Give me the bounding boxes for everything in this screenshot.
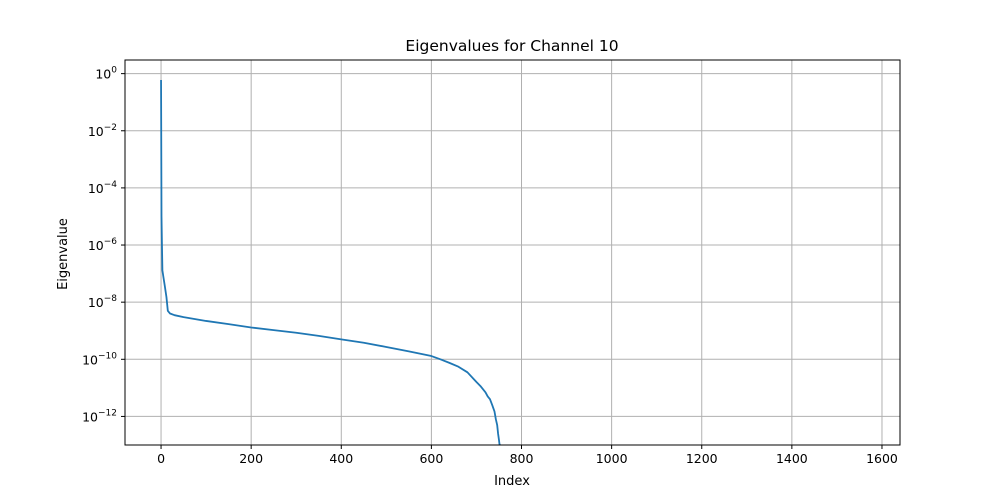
- y-tick-label: 10−4: [88, 180, 117, 196]
- grid: [125, 60, 900, 445]
- y-tick-label: 10−2: [88, 123, 117, 139]
- x-tick-label: 800: [510, 451, 534, 466]
- chart-title: Eigenvalues for Channel 10: [405, 37, 618, 55]
- x-tick-label: 400: [329, 451, 353, 466]
- x-tick-label: 200: [239, 451, 263, 466]
- x-tick-label: 0: [157, 451, 165, 466]
- series-layer: [160, 79, 501, 446]
- x-tick-label: 600: [419, 451, 443, 466]
- x-tick-label: 1600: [866, 451, 898, 466]
- series-line-0: [160, 79, 501, 446]
- x-axis-label: Index: [494, 474, 530, 489]
- plot-frame: [124, 59, 901, 446]
- y-tick-label: 10−6: [88, 237, 117, 253]
- x-ticks: 0 200 400 600 800 1000 1200 1400 1600: [157, 445, 898, 466]
- y-tick-label: 10−12: [82, 408, 117, 424]
- y-tick-label: 10−8: [88, 294, 117, 310]
- x-tick-label: 1200: [686, 451, 718, 466]
- y-tick-label: 10−10: [82, 351, 117, 367]
- y-ticks: 100 10−2 10−4 10−6 10−8 10−10 10−12: [82, 66, 125, 424]
- x-tick-label: 1000: [596, 451, 628, 466]
- y-tick-label: 100: [95, 66, 117, 82]
- y-axis-label: Eigenvalue: [56, 218, 71, 290]
- x-tick-label: 1400: [776, 451, 808, 466]
